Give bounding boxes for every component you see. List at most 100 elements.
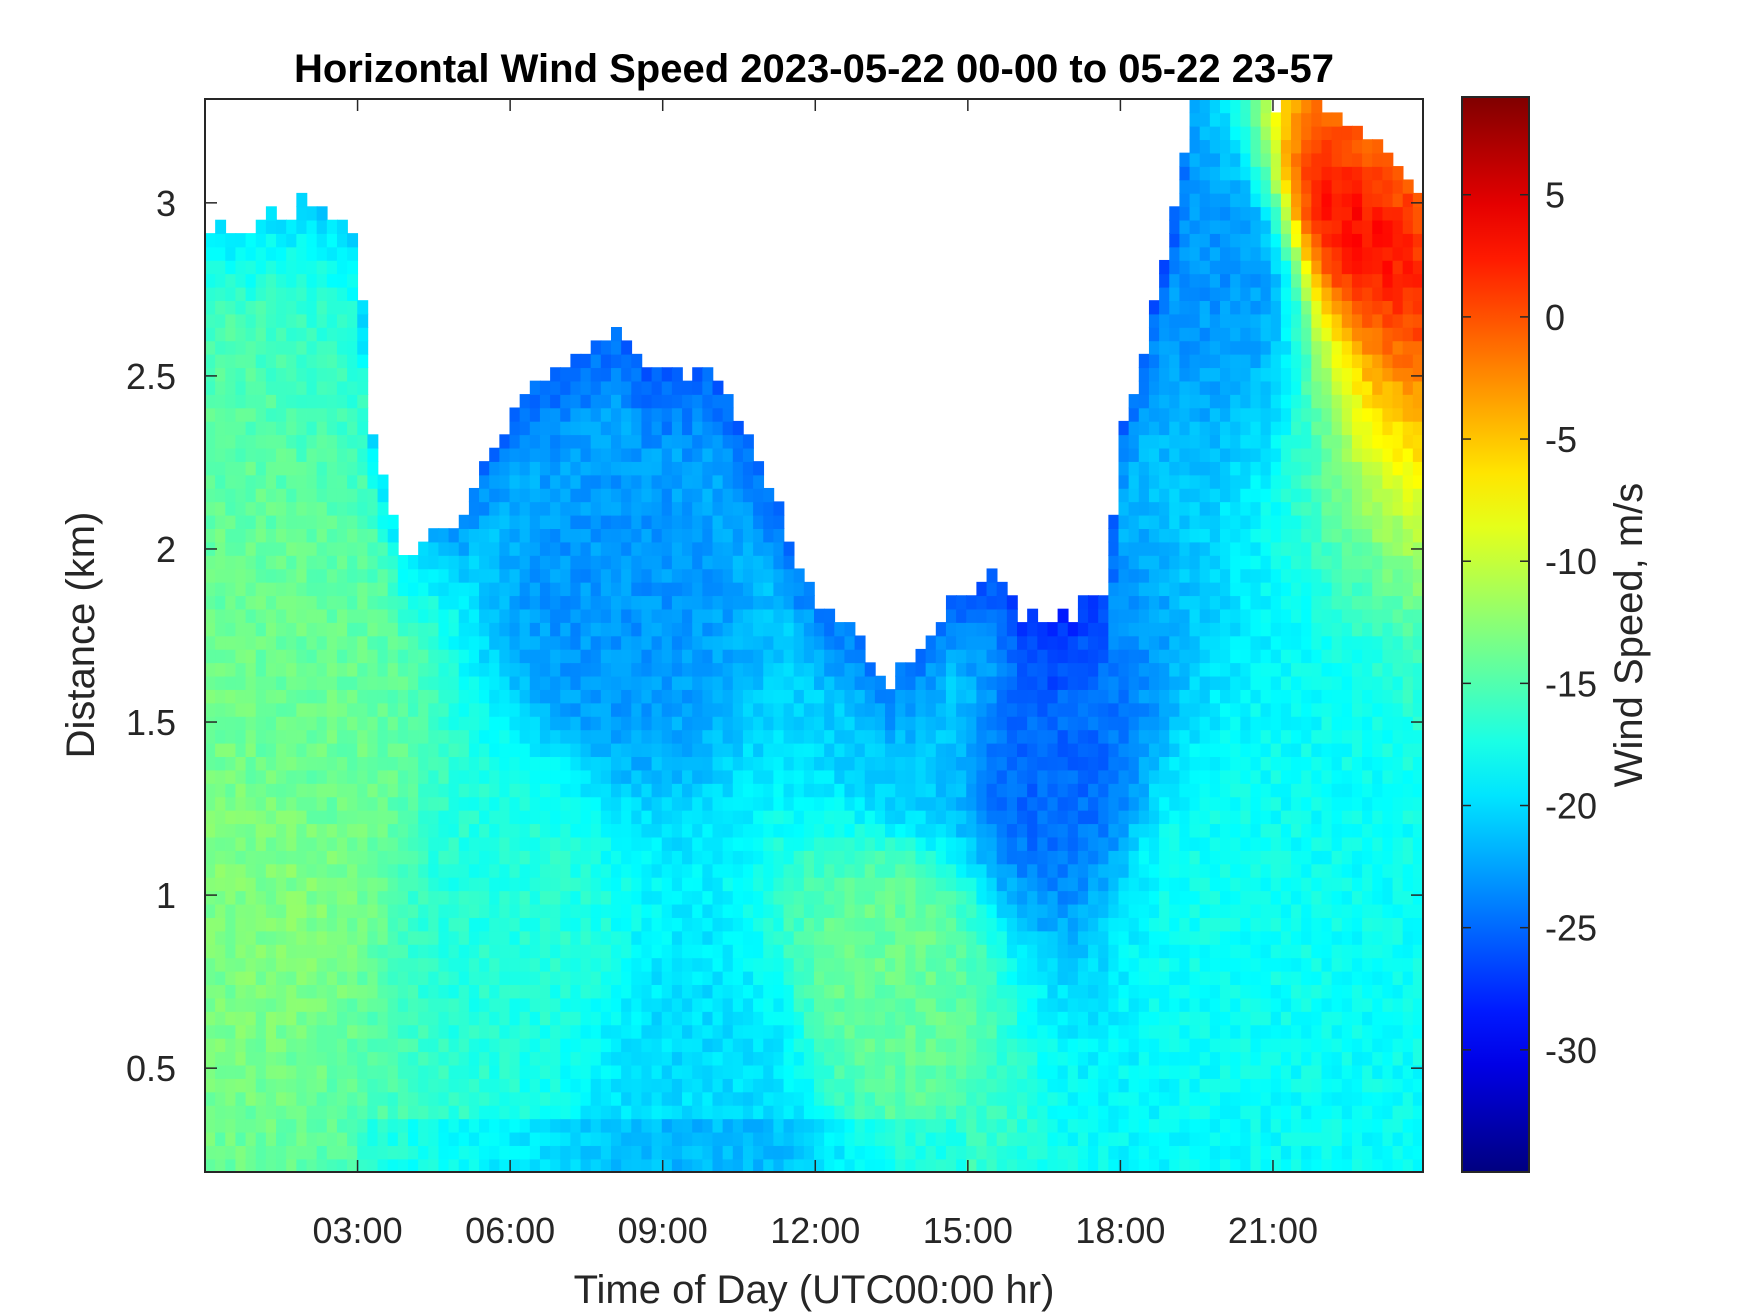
heatmap-cell — [996, 997, 1008, 1012]
heatmap-cell — [864, 1078, 876, 1093]
heatmap-cell — [611, 648, 622, 664]
heatmap-cell — [611, 702, 622, 717]
heatmap-cell — [418, 675, 430, 690]
heatmap-cell — [621, 1131, 633, 1146]
heatmap-cell — [905, 917, 917, 932]
heatmap-cell — [255, 729, 267, 744]
heatmap-cell — [245, 1104, 257, 1120]
heatmap-cell — [651, 461, 663, 476]
heatmap-cell — [722, 756, 734, 771]
heatmap-cell — [1027, 1145, 1039, 1160]
heatmap-cell — [458, 528, 470, 543]
heatmap-cell — [651, 514, 663, 529]
heatmap-cell — [732, 447, 744, 462]
heatmap-cell — [611, 997, 622, 1012]
heatmap-cell — [560, 930, 572, 945]
heatmap-cell — [570, 380, 582, 395]
heatmap-cell — [468, 729, 480, 744]
heatmap-cell — [336, 957, 348, 972]
heatmap-cell — [560, 1145, 572, 1160]
heatmap-cell — [479, 863, 490, 878]
heatmap-cell — [793, 675, 805, 690]
heatmap-cell — [336, 809, 348, 825]
heatmap-cell — [793, 568, 805, 583]
heatmap-cell — [742, 876, 754, 892]
heatmap-cell — [590, 1078, 602, 1093]
heatmap-cell — [468, 1011, 480, 1026]
heatmap-cell — [448, 809, 460, 825]
heatmap-cell — [438, 890, 450, 905]
heatmap-cell — [1037, 1091, 1049, 1106]
heatmap-cell — [479, 487, 490, 503]
heatmap-cell — [468, 769, 480, 784]
heatmap-cell — [276, 1011, 287, 1026]
heatmap-cell — [286, 783, 298, 798]
heatmap-cell — [519, 1037, 531, 1053]
heatmap-cell — [682, 689, 693, 704]
heatmap-cell — [844, 1064, 856, 1079]
heatmap-cell — [722, 997, 734, 1012]
heatmap-cell — [702, 1064, 714, 1079]
heatmap-cell — [976, 1091, 988, 1106]
heatmap-cell — [732, 595, 744, 610]
heatmap-cell — [215, 903, 227, 918]
heatmap-cell — [641, 930, 653, 945]
heatmap-cell — [773, 715, 785, 731]
heatmap-cell — [803, 729, 815, 744]
heatmap-cell — [1098, 635, 1110, 650]
heatmap-cell — [1098, 622, 1110, 637]
heatmap-cell — [286, 1011, 298, 1026]
heatmap-cell — [864, 796, 876, 811]
heatmap-cell — [205, 1158, 216, 1172]
heatmap-cell — [854, 943, 866, 959]
heatmap-cell — [915, 1118, 927, 1133]
heatmap-cell — [793, 997, 805, 1012]
heatmap-cell — [1067, 689, 1079, 704]
heatmap-cell — [286, 1091, 298, 1106]
heatmap-cell — [1108, 850, 1120, 865]
heatmap-cell — [286, 823, 298, 838]
heatmap-cell — [560, 447, 572, 462]
heatmap-cell — [702, 541, 714, 556]
heatmap-cell — [550, 487, 562, 503]
heatmap-cell — [347, 595, 359, 610]
heatmap-cell — [1108, 622, 1120, 637]
heatmap-cell — [874, 930, 886, 945]
heatmap-cell — [336, 313, 348, 328]
heatmap-cell — [1006, 1024, 1018, 1039]
heatmap-cell — [732, 1024, 744, 1039]
heatmap-cell — [357, 1078, 369, 1093]
heatmap-cell — [296, 434, 308, 449]
heatmap-cell — [235, 367, 247, 382]
heatmap-cell — [418, 608, 430, 623]
heatmap-cell — [1077, 635, 1089, 650]
heatmap-cell — [956, 635, 968, 650]
heatmap-cell — [671, 970, 683, 986]
heatmap-cell — [661, 783, 673, 798]
heatmap-cell — [316, 783, 328, 798]
heatmap-cell — [397, 850, 409, 865]
heatmap-cell — [803, 581, 815, 597]
heatmap-cell — [245, 273, 257, 288]
heatmap-cell — [397, 930, 409, 945]
heatmap-cell — [702, 689, 714, 704]
heatmap-cell — [996, 1051, 1008, 1066]
heatmap-cell — [702, 434, 714, 449]
heatmap-cell — [1118, 957, 1130, 972]
heatmap-cell — [661, 528, 673, 543]
heatmap-cell — [671, 528, 683, 543]
heatmap-cell — [397, 1078, 409, 1093]
heatmap-cell — [1128, 970, 1140, 986]
heatmap-cell — [255, 1158, 267, 1172]
heatmap-cell — [661, 890, 673, 905]
heatmap-cell — [631, 434, 643, 449]
heatmap-cell — [215, 273, 227, 288]
heatmap-cell — [489, 783, 501, 798]
heatmap-cell — [468, 702, 480, 717]
heatmap-cell — [590, 1037, 602, 1053]
heatmap-cell — [1057, 1131, 1069, 1146]
heatmap-cell — [458, 796, 470, 811]
heatmap-cell — [357, 568, 369, 583]
heatmap-cell — [215, 541, 227, 556]
heatmap-cell — [458, 1145, 470, 1160]
